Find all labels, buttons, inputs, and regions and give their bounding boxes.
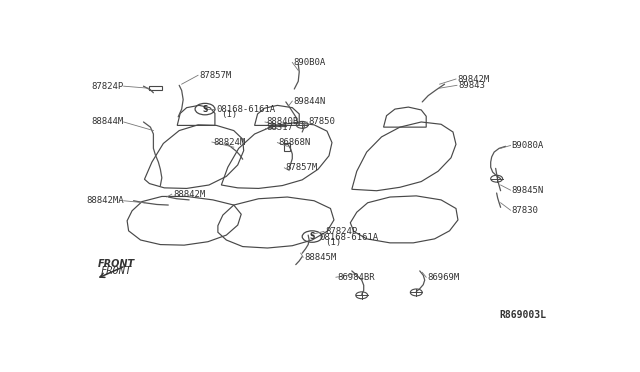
Text: 08168-6161A: 08168-6161A — [319, 232, 378, 242]
Text: B9080A: B9080A — [511, 141, 544, 150]
Text: 89844N: 89844N — [293, 97, 326, 106]
Text: FRONT: FRONT — [98, 259, 135, 269]
Text: 88844M: 88844M — [92, 118, 124, 126]
Text: 87857M: 87857M — [286, 163, 318, 172]
Bar — [150, 86, 162, 90]
Text: 86969M: 86969M — [428, 273, 460, 282]
Text: R869003L: R869003L — [499, 310, 547, 320]
Text: S: S — [202, 105, 207, 113]
Text: 89842M: 89842M — [457, 74, 489, 83]
Text: 88824M: 88824M — [213, 138, 245, 147]
Text: 89843: 89843 — [458, 81, 485, 90]
Text: 88842M: 88842M — [173, 190, 205, 199]
Text: 87830: 87830 — [511, 206, 538, 215]
Text: (1): (1) — [221, 110, 237, 119]
Text: 86868N: 86868N — [278, 138, 310, 147]
Text: (1): (1) — [325, 238, 341, 247]
Text: 87850: 87850 — [308, 118, 335, 126]
Text: S: S — [310, 232, 315, 241]
Text: 87857M: 87857M — [199, 71, 231, 80]
Text: 88840B: 88840B — [266, 118, 298, 126]
Text: FRONT: FRONT — [100, 266, 132, 276]
Bar — [284, 143, 291, 151]
Text: 88845M: 88845M — [304, 253, 337, 262]
Text: 88842MA: 88842MA — [86, 196, 124, 205]
Text: 08168-6161A: 08168-6161A — [216, 105, 276, 113]
Text: 88317: 88317 — [266, 123, 293, 132]
Text: 87824P: 87824P — [92, 82, 124, 91]
Text: 87824P: 87824P — [326, 227, 358, 236]
Text: 86984BR: 86984BR — [337, 273, 374, 282]
Text: 89845N: 89845N — [511, 186, 544, 195]
Text: 890B0A: 890B0A — [293, 58, 326, 67]
